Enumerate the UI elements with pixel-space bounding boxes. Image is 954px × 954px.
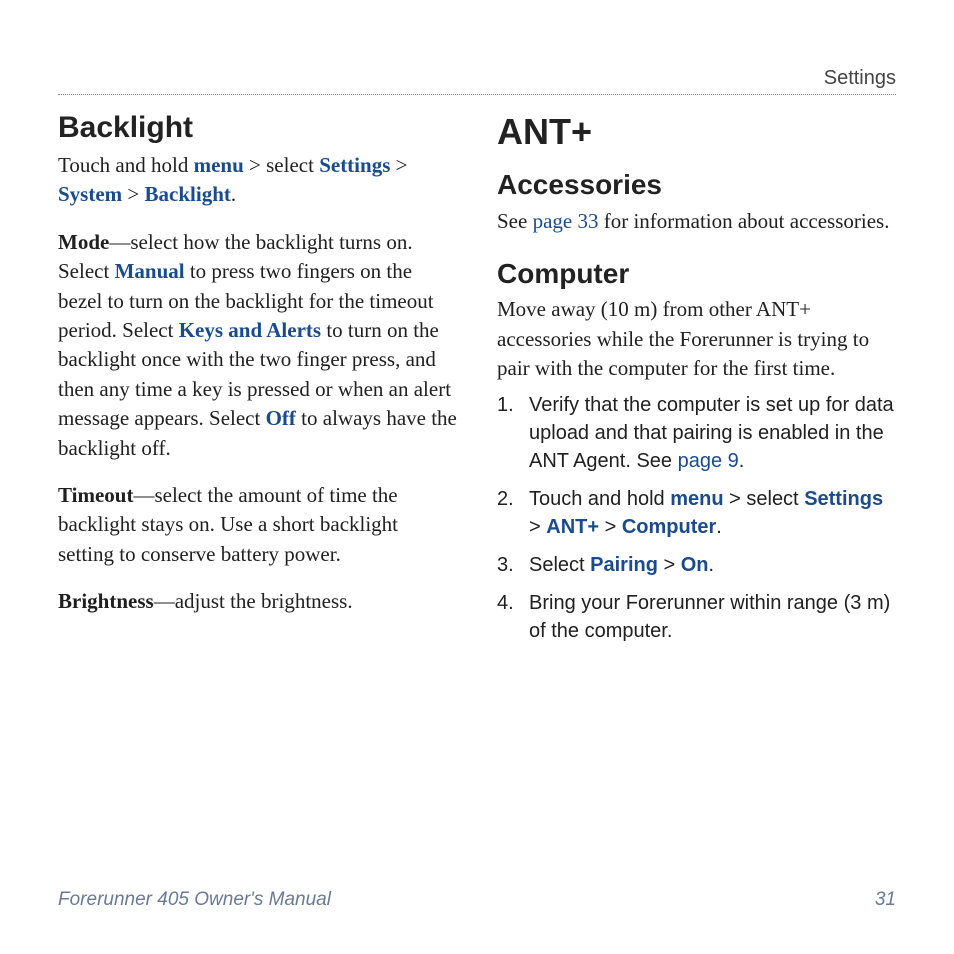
text: > xyxy=(599,516,622,538)
brightness-paragraph: Brightness—adjust the brightness. xyxy=(58,587,457,616)
text: . xyxy=(709,554,715,576)
ui-ant: ANT+ xyxy=(546,516,599,538)
ui-settings: Settings xyxy=(804,488,883,510)
text: > xyxy=(529,516,546,538)
step-number: 4. xyxy=(497,589,529,645)
accessories-paragraph: See page 33 for information about access… xyxy=(497,207,896,236)
ui-keys-and-alerts: Keys and Alerts xyxy=(179,318,321,342)
text: for information about accessories. xyxy=(598,209,889,233)
text: See xyxy=(497,209,533,233)
ui-backlight: Backlight xyxy=(145,182,231,206)
step-text: Select Pairing > On. xyxy=(529,551,896,579)
heading-ant: ANT+ xyxy=(497,107,896,157)
running-head: Settings xyxy=(58,64,896,95)
text: Select xyxy=(529,554,590,576)
step-2: 2. Touch and hold menu > select Settings… xyxy=(497,485,896,541)
step-number: 3. xyxy=(497,551,529,579)
text: —adjust the brightness. xyxy=(154,589,353,613)
page-number: 31 xyxy=(875,887,896,914)
ui-pairing: Pairing xyxy=(590,554,658,576)
timeout-paragraph: Timeout—select the amount of time the ba… xyxy=(58,481,457,569)
step-text: Touch and hold menu > select Settings > … xyxy=(529,485,896,541)
text: Touch and hold xyxy=(58,153,194,177)
label-timeout: Timeout xyxy=(58,483,133,507)
computer-steps: 1. Verify that the computer is set up fo… xyxy=(497,391,896,645)
ui-off: Off xyxy=(266,406,296,430)
step-4: 4. Bring your Forerunner within range (3… xyxy=(497,589,896,645)
step-3: 3. Select Pairing > On. xyxy=(497,551,896,579)
text: . xyxy=(739,450,745,472)
step-number: 2. xyxy=(497,485,529,541)
label-brightness: Brightness xyxy=(58,589,154,613)
ui-manual: Manual xyxy=(115,259,185,283)
backlight-intro: Touch and hold menu > select Settings > … xyxy=(58,151,457,210)
text: > xyxy=(658,554,681,576)
ui-menu: menu xyxy=(194,153,244,177)
ui-on: On xyxy=(681,554,709,576)
text: Touch and hold xyxy=(529,488,670,510)
footer-title: Forerunner 405 Owner's Manual xyxy=(58,887,331,914)
ui-system: System xyxy=(58,182,122,206)
ui-computer: Computer xyxy=(622,516,716,538)
text: . xyxy=(231,182,236,206)
step-number: 1. xyxy=(497,391,529,475)
text: > xyxy=(390,153,407,177)
text: > select xyxy=(724,488,805,510)
label-mode: Mode xyxy=(58,230,109,254)
text: > select xyxy=(244,153,319,177)
heading-accessories: Accessories xyxy=(497,165,896,204)
heading-computer: Computer xyxy=(497,254,896,293)
link-page-33[interactable]: page 33 xyxy=(533,209,599,233)
heading-backlight: Backlight xyxy=(58,107,457,149)
step-1: 1. Verify that the computer is set up fo… xyxy=(497,391,896,475)
step-text: Bring your Forerunner within range (3 m)… xyxy=(529,589,896,645)
content-columns: Backlight Touch and hold menu > select S… xyxy=(58,107,896,655)
page-footer: Forerunner 405 Owner's Manual 31 xyxy=(58,887,896,914)
ui-settings: Settings xyxy=(319,153,390,177)
link-page-9[interactable]: page 9 xyxy=(678,450,739,472)
right-column: ANT+ Accessories See page 33 for informa… xyxy=(497,107,896,655)
mode-paragraph: Mode—select how the backlight turns on. … xyxy=(58,228,457,463)
computer-intro: Move away (10 m) from other ANT+ accesso… xyxy=(497,295,896,383)
text: > xyxy=(122,182,144,206)
left-column: Backlight Touch and hold menu > select S… xyxy=(58,107,457,655)
step-text: Verify that the computer is set up for d… xyxy=(529,391,896,475)
text: . xyxy=(716,516,722,538)
ui-menu: menu xyxy=(670,488,723,510)
